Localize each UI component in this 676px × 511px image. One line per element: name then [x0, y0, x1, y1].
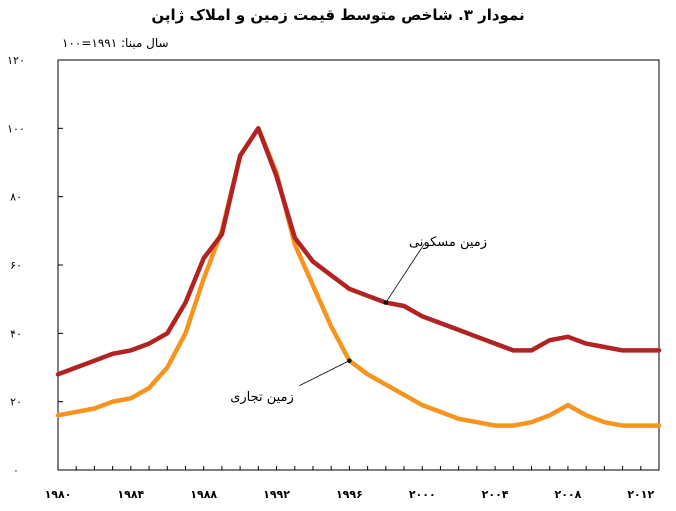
- label-residential: زمین مسکونی: [409, 235, 487, 250]
- x-tick-label: ۲۰۰۴: [482, 488, 509, 501]
- chart-title: نمودار ۳. شاخص متوسط قیمت زمین و املاک ژ…: [151, 6, 525, 24]
- series-line-commercial: [55, 126, 662, 428]
- x-tick-label: ۱۹۸۸: [190, 488, 217, 501]
- y-tick-label: ۲۰: [10, 396, 22, 409]
- x-tick-label: ۱۹۹۲: [263, 488, 290, 501]
- x-tick-label: ۲۰۰۰: [409, 488, 436, 501]
- y-tick-label: ۰: [13, 464, 19, 477]
- y-tick-label: ۶۰: [10, 259, 22, 272]
- y-tick-label: ۱۰۰: [7, 122, 25, 135]
- annotation-leader: [385, 244, 425, 303]
- annotation-leader: [299, 360, 350, 387]
- label-commercial: زمین تجاری: [230, 390, 294, 405]
- x-tick-label: ۲۰۱۲: [627, 488, 654, 501]
- plot-frame: [57, 59, 660, 471]
- annotation-point: [347, 358, 352, 363]
- chart-subtitle: سال مبنا: ۱۹۹۱=۱۰۰: [62, 36, 169, 50]
- y-tick-label: ۸۰: [10, 191, 22, 204]
- x-tick-label: ۱۹۹۶: [336, 488, 363, 501]
- series-line-residential: [55, 126, 662, 377]
- y-tick-label: ۴۰: [10, 327, 22, 340]
- x-tick-label: ۲۰۰۸: [555, 488, 582, 501]
- x-tick-label: ۱۹۸۴: [117, 488, 144, 501]
- x-tick-label: ۱۹۸۰: [45, 488, 72, 501]
- y-axis: ۰ ۲۰ ۴۰ ۶۰ ۸۰ ۱۰۰ ۱۲۰: [7, 54, 63, 477]
- x-axis: ۱۹۸۰ ۱۹۸۴ ۱۹۸۸ ۱۹۹۲ ۱۹۹۶ ۲۰۰۰ ۲۰۰۴ ۲۰۰۸ ۲۰۱۲: [45, 466, 660, 501]
- annotations: زمین مسکونی زمین تجاری: [230, 235, 487, 405]
- annotation-point: [383, 300, 389, 305]
- series-lines: [55, 126, 662, 428]
- y-tick-label: ۱۲۰: [7, 54, 25, 67]
